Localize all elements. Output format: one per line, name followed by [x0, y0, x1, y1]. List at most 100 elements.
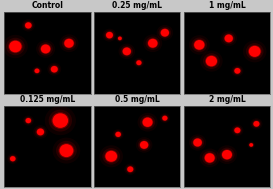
Circle shape — [105, 31, 114, 39]
Circle shape — [112, 129, 124, 139]
Circle shape — [105, 151, 117, 162]
Circle shape — [114, 130, 122, 138]
Circle shape — [115, 131, 121, 137]
Circle shape — [121, 46, 133, 57]
Circle shape — [26, 118, 31, 123]
Circle shape — [134, 58, 144, 68]
Circle shape — [62, 36, 76, 50]
Circle shape — [159, 27, 171, 39]
Circle shape — [142, 117, 153, 128]
Circle shape — [231, 125, 244, 136]
Circle shape — [139, 140, 149, 149]
Circle shape — [140, 141, 148, 149]
Circle shape — [234, 68, 241, 74]
Circle shape — [138, 139, 150, 151]
Circle shape — [217, 145, 237, 164]
Text: 0.125 mg/mL: 0.125 mg/mL — [20, 95, 75, 104]
Circle shape — [53, 113, 68, 128]
Circle shape — [204, 153, 215, 163]
Circle shape — [246, 43, 263, 60]
Circle shape — [247, 141, 255, 149]
Circle shape — [221, 149, 233, 160]
Circle shape — [219, 148, 235, 162]
Text: 2 mg/mL: 2 mg/mL — [209, 95, 245, 104]
Circle shape — [53, 138, 80, 164]
Circle shape — [143, 118, 153, 127]
Circle shape — [115, 132, 121, 137]
Circle shape — [118, 37, 122, 40]
Circle shape — [135, 59, 143, 66]
Circle shape — [8, 155, 17, 163]
Circle shape — [146, 36, 160, 50]
Circle shape — [220, 31, 237, 46]
Circle shape — [24, 117, 32, 125]
Circle shape — [36, 40, 55, 58]
Circle shape — [41, 44, 51, 53]
Circle shape — [45, 106, 76, 135]
Circle shape — [143, 34, 162, 52]
Circle shape — [234, 68, 241, 74]
Circle shape — [58, 143, 74, 158]
Circle shape — [38, 42, 53, 56]
Circle shape — [162, 115, 168, 121]
Circle shape — [35, 127, 46, 137]
Circle shape — [51, 112, 69, 129]
Circle shape — [233, 67, 242, 75]
Circle shape — [249, 46, 260, 57]
Circle shape — [6, 38, 25, 55]
Circle shape — [9, 41, 22, 52]
Circle shape — [37, 129, 44, 135]
Circle shape — [234, 127, 241, 134]
Circle shape — [126, 165, 135, 174]
Circle shape — [225, 35, 233, 42]
Circle shape — [189, 35, 210, 55]
Circle shape — [33, 125, 48, 139]
Circle shape — [253, 121, 260, 127]
Circle shape — [192, 138, 203, 147]
Circle shape — [200, 149, 220, 167]
Circle shape — [33, 67, 41, 74]
Circle shape — [23, 21, 33, 30]
Text: Control: Control — [31, 1, 63, 10]
Circle shape — [189, 134, 206, 151]
Circle shape — [206, 56, 217, 66]
Circle shape — [22, 19, 35, 32]
Circle shape — [102, 148, 120, 165]
Circle shape — [193, 39, 205, 50]
Circle shape — [34, 68, 40, 74]
Circle shape — [51, 66, 58, 72]
Circle shape — [250, 118, 262, 129]
Circle shape — [193, 138, 202, 146]
Circle shape — [160, 28, 170, 37]
Circle shape — [36, 128, 44, 136]
Circle shape — [249, 143, 253, 147]
Circle shape — [116, 35, 124, 42]
Circle shape — [127, 167, 133, 172]
Circle shape — [49, 110, 72, 132]
Circle shape — [56, 141, 77, 160]
Text: 1 mg/mL: 1 mg/mL — [209, 1, 245, 10]
Circle shape — [123, 47, 131, 55]
Circle shape — [3, 35, 28, 58]
Circle shape — [136, 60, 141, 65]
Circle shape — [192, 38, 207, 52]
Circle shape — [23, 115, 34, 126]
Circle shape — [233, 126, 242, 135]
Circle shape — [118, 36, 122, 40]
Circle shape — [104, 30, 115, 40]
Circle shape — [35, 69, 39, 73]
Circle shape — [8, 40, 22, 53]
Circle shape — [191, 136, 204, 149]
Circle shape — [138, 113, 158, 132]
Text: 0.25 mg/mL: 0.25 mg/mL — [112, 1, 162, 10]
Circle shape — [50, 65, 58, 73]
Circle shape — [243, 40, 266, 62]
Circle shape — [248, 45, 262, 58]
Circle shape — [222, 33, 235, 44]
Circle shape — [148, 39, 158, 48]
Circle shape — [203, 53, 220, 69]
Circle shape — [200, 51, 223, 72]
Circle shape — [124, 164, 136, 175]
Circle shape — [103, 29, 116, 42]
Circle shape — [140, 115, 155, 129]
